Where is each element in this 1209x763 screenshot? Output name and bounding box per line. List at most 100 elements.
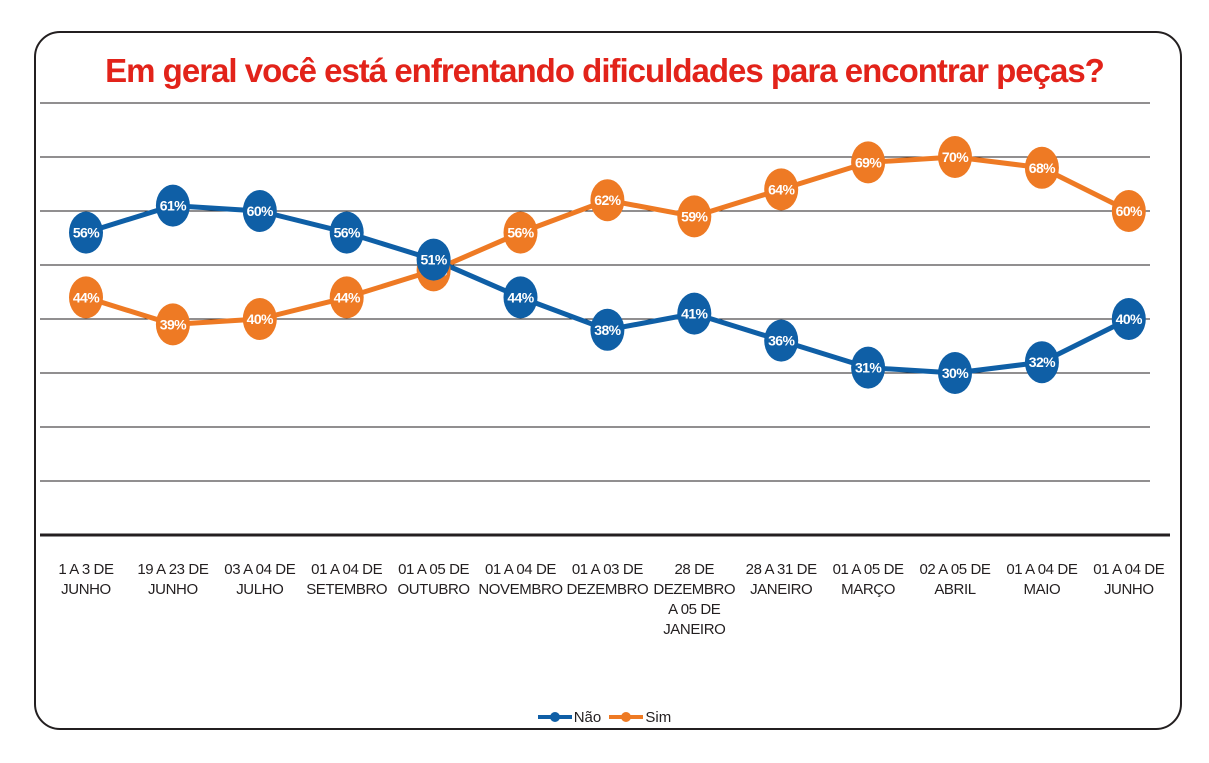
- x-tick-label: 01 A 05 DE OUTUBRO: [388, 560, 480, 600]
- legend-item-sim: Sim: [609, 709, 671, 726]
- data-label: 41%: [681, 306, 708, 322]
- x-tick-label-line: 03 A 04 DE: [224, 561, 296, 578]
- data-point-nao: [590, 308, 625, 351]
- x-tick-label-line: 01 A 05 DE: [398, 561, 470, 578]
- x-tick-label-line: 28 DE: [674, 561, 715, 578]
- x-tick-label-line: MARÇO: [841, 581, 896, 598]
- data-point-nao: [938, 352, 972, 394]
- legend: Não Sim: [0, 706, 1209, 726]
- data-label: 59%: [681, 208, 708, 224]
- x-tick-label-line: JUNHO: [148, 581, 198, 598]
- data-point-nao: [677, 292, 712, 335]
- data-point-nao: [69, 211, 103, 254]
- x-tick-label: 01 A 03 DE DEZEMBRO: [561, 560, 653, 600]
- x-tick-label: 01 A 05 DE MARÇO: [822, 560, 914, 600]
- data-point-nao: [329, 211, 364, 254]
- data-label: 40%: [247, 311, 274, 327]
- data-point-nao: [764, 319, 799, 362]
- data-label: 56%: [334, 225, 361, 241]
- x-tick-label-line: 02 A 05 DE: [919, 561, 991, 578]
- x-tick-label-line: A 05 DE: [668, 601, 721, 618]
- data-point-sim: [764, 168, 799, 211]
- x-tick-label: 03 A 04 DE JULHO: [214, 560, 306, 600]
- data-label: 62%: [594, 192, 621, 208]
- data-point-nao: [1111, 298, 1146, 340]
- x-tick-label-line: ABRIL: [934, 581, 976, 598]
- data-point-nao: [155, 184, 190, 227]
- data-point-nao: [1024, 341, 1059, 384]
- data-label: 30%: [942, 365, 969, 381]
- x-tick-label: 01 A 04 DE NOVEMBRO: [475, 560, 567, 600]
- data-point-sim: [69, 276, 103, 319]
- x-tick-label-line: 01 A 04 DE: [1006, 561, 1078, 578]
- legend-swatch-nao: [537, 712, 572, 722]
- data-point-sim: [1111, 190, 1146, 232]
- data-label: 40%: [1116, 311, 1143, 327]
- data-point-sim: [938, 136, 972, 178]
- data-label: 56%: [507, 225, 534, 241]
- x-tick-label: 19 A 23 DE JUNHO: [127, 560, 219, 600]
- x-tick-label: 01 A 04 DE SETEMBRO: [301, 560, 393, 600]
- data-label: 44%: [334, 289, 361, 305]
- data-label: 44%: [73, 289, 100, 305]
- x-tick-label-line: 01 A 03 DE: [571, 561, 643, 578]
- data-point-nao: [503, 276, 538, 319]
- data-label: 68%: [1029, 160, 1056, 176]
- x-tick-label-line: 19 A 23 DE: [137, 561, 209, 578]
- data-label: 61%: [160, 198, 187, 214]
- data-point-sim: [677, 195, 712, 238]
- x-tick-label-line: SETEMBRO: [306, 581, 388, 598]
- x-tick-label-line: JUNHO: [1103, 581, 1154, 598]
- data-point-sim: [503, 211, 538, 254]
- data-point-nao: [851, 346, 886, 389]
- x-tick-label: 1 A 3 DE JUNHO: [40, 560, 132, 600]
- x-tick-label-line: 01 A 05 DE: [832, 561, 904, 578]
- x-tick-label-line: NOVEMBRO: [478, 581, 563, 598]
- x-tick-label: 02 A 05 DE ABRIL: [909, 560, 1001, 600]
- x-tick-label-line: 1 A 3 DE: [58, 561, 114, 578]
- data-label: 64%: [768, 181, 795, 197]
- legend-item-nao: Não: [537, 708, 602, 726]
- data-point-sim: [851, 141, 886, 184]
- data-point-sim: [155, 303, 190, 346]
- data-point-sim: [329, 276, 364, 319]
- x-tick-label-line: 28 A 31 DE: [745, 561, 817, 578]
- x-tick-label-line: DEZEMBRO: [653, 581, 736, 598]
- data-label: 31%: [855, 360, 882, 376]
- chart-title: Em geral você está enfrentando dificulda…: [105, 52, 1105, 89]
- x-tick-label-line: 01 A 04 DE: [1093, 561, 1165, 578]
- x-tick-label: 01 A 04 DE MAIO: [996, 560, 1088, 600]
- x-tick-label-line: JANEIRO: [663, 621, 726, 638]
- data-label: 51%: [420, 252, 447, 268]
- data-label: 36%: [768, 333, 795, 349]
- data-label: 69%: [855, 154, 882, 170]
- data-label: 60%: [1116, 203, 1143, 219]
- data-point-nao: [416, 238, 451, 281]
- data-label: 56%: [73, 225, 100, 241]
- x-tick-label-line: JANEIRO: [750, 581, 813, 598]
- data-label: 44%: [507, 289, 534, 305]
- x-tick-label-line: OUTUBRO: [397, 581, 470, 598]
- data-label: 60%: [247, 203, 274, 219]
- legend-swatch-sim: [609, 712, 644, 722]
- x-tick-label: 28 A 31 DE JANEIRO: [735, 560, 827, 600]
- data-label: 32%: [1029, 354, 1056, 370]
- x-tick-label-line: 01 A 04 DE: [311, 561, 383, 578]
- data-label: 39%: [160, 316, 187, 332]
- data-label: 38%: [594, 322, 621, 338]
- chart-frame: [34, 31, 1182, 730]
- data-point-sim: [1024, 146, 1059, 189]
- x-tick-label: 28 DE DEZEMBRO A 05 DE JANEIRO: [648, 560, 740, 640]
- x-tick-label-line: MAIO: [1023, 581, 1061, 598]
- x-tick-label-line: DEZEMBRO: [566, 581, 649, 598]
- legend-label-nao: Não: [573, 708, 602, 726]
- data-point-nao: [242, 190, 277, 232]
- x-tick-label-line: JULHO: [236, 581, 284, 598]
- data-point-sim: [242, 298, 277, 340]
- data-label: 70%: [942, 149, 969, 165]
- x-tick-label: 01 A 04 DE JUNHO: [1083, 560, 1175, 600]
- x-tick-label-line: JUNHO: [61, 581, 111, 598]
- legend-label-sim: Sim: [645, 708, 672, 726]
- x-tick-label-line: 01 A 04 DE: [484, 561, 557, 578]
